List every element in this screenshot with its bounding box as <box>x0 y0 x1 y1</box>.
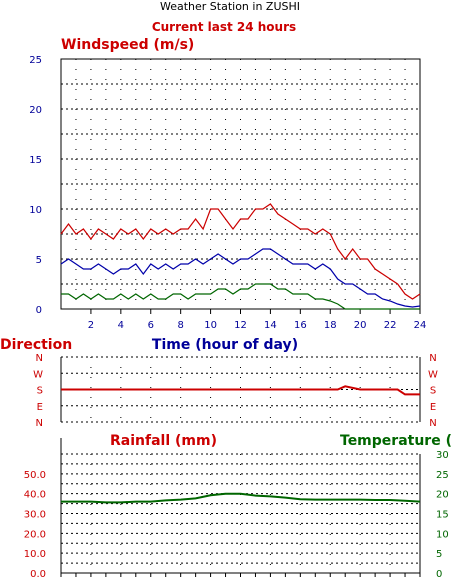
windspeed-average-line <box>60 248 421 308</box>
time-axis-label: Time (hour of day) <box>152 337 298 353</box>
rainfall-title: Rainfall (mm) <box>110 433 217 449</box>
direction-right-tick-label: S <box>430 386 436 397</box>
direction-right-tick-label: E <box>430 402 436 413</box>
rainfall-tick-label: 0.0 <box>30 569 46 580</box>
time-tick-label: 8 <box>177 320 183 331</box>
wind-y-tick-label: 5 <box>36 255 42 266</box>
time-tick-label: 2 <box>88 320 94 331</box>
station-title: Weather Station in ZUSHI <box>160 0 300 13</box>
time-tick-label: 4 <box>118 320 124 331</box>
direction-title: Direction <box>0 337 72 353</box>
temperature-title: Temperature ( <box>340 433 452 449</box>
temperature-tick-label: 15 <box>436 510 449 521</box>
time-tick-label: 10 <box>204 320 217 331</box>
temperature-tick-label: 25 <box>436 470 449 481</box>
windspeed-minimum-line <box>61 283 420 310</box>
wind-y-tick-label: 0 <box>36 305 42 316</box>
direction-right-tick-label: N <box>429 418 436 429</box>
time-tick-label: 12 <box>234 320 247 331</box>
temperature-line <box>61 492 421 504</box>
current-period-subtitle: Current last 24 hours <box>152 20 296 34</box>
rainfall-tick-label: 50.0 <box>24 470 46 481</box>
time-tick-label: 6 <box>148 320 154 331</box>
wind-y-tick-label: 10 <box>29 205 42 216</box>
wind-y-tick-label: 20 <box>29 105 42 116</box>
direction-left-tick-label: N <box>36 418 43 429</box>
temperature-tick-label: 30 <box>436 450 449 461</box>
direction-panel: N NW WS SE EN N <box>33 353 438 429</box>
windspeed-gust-line <box>60 203 421 300</box>
windspeed-title: Windspeed (m/s) <box>61 37 194 53</box>
time-tick-label: 24 <box>414 320 427 331</box>
rain-temperature-panel: 0.0 10.0 20.0 30.0 40.0 50.0 0 5 10 15 20 25 30 <box>24 438 449 580</box>
direction-direction-line <box>61 385 420 396</box>
direction-left-tick-label: S <box>37 386 43 397</box>
wind-y-tick-label: 15 <box>29 155 42 166</box>
direction-left-tick-label: N <box>36 353 43 364</box>
rainfall-tick-label: 40.0 <box>24 490 46 501</box>
rainfall-tick-label: 10.0 <box>24 549 46 560</box>
temperature-tick-label: 5 <box>436 549 442 560</box>
time-tick-label: 20 <box>354 320 367 331</box>
direction-left-tick-label: W <box>33 369 43 380</box>
direction-right-tick-label: W <box>428 369 438 380</box>
wind-y-tick-label: 25 <box>29 55 42 66</box>
rainfall-tick-label: 20.0 <box>24 529 46 540</box>
rainfall-tick-label: 30.0 <box>24 510 46 521</box>
time-tick-label: 18 <box>324 320 337 331</box>
time-tick-label: 14 <box>264 320 277 331</box>
time-tick-label: 16 <box>294 320 307 331</box>
direction-right-tick-label: N <box>429 353 436 364</box>
time-tick-label: 22 <box>384 320 397 331</box>
temperature-tick-label: 20 <box>436 490 449 501</box>
direction-left-tick-label: E <box>37 402 43 413</box>
temperature-tick-label: 10 <box>436 529 449 540</box>
temperature-tick-label: 0 <box>436 569 442 580</box>
